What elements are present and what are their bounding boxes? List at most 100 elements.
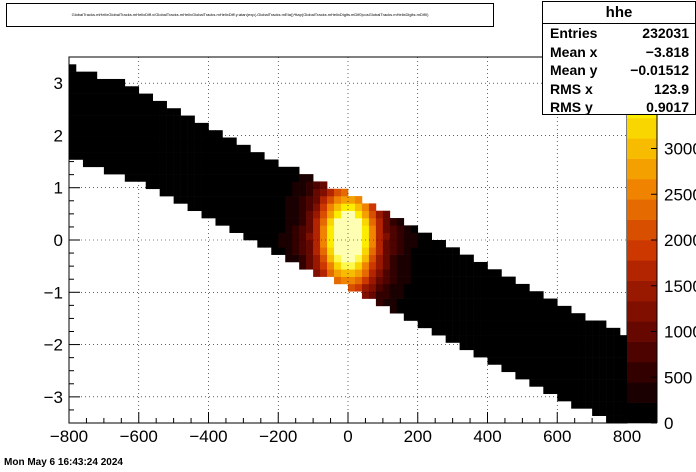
heatmap-cell (159, 137, 167, 146)
heatmap-cell (75, 108, 84, 116)
heatmap-cell (236, 218, 244, 226)
heatmap-cell (389, 254, 398, 263)
heatmap-cell (159, 122, 167, 131)
heatmap-cell (354, 240, 363, 248)
heatmap-cell (543, 342, 551, 351)
heatmap-cell (194, 130, 202, 138)
heatmap-cell (145, 115, 153, 124)
heatmap-cell (166, 122, 174, 131)
heatmap-cell (341, 240, 349, 248)
heatmap-cell (306, 254, 314, 263)
heatmap-cell (159, 115, 167, 124)
heatmap-cell (599, 320, 607, 329)
colorbar-segment (627, 301, 657, 322)
heatmap-cell (557, 371, 565, 380)
heatmap-cell (592, 386, 600, 395)
heatmap-cell (354, 276, 363, 285)
heatmap-cell (138, 159, 147, 168)
heatmap-cell (278, 218, 286, 226)
heatmap-cell (348, 203, 356, 212)
heatmap-cell (131, 100, 140, 109)
colorbar-segment (627, 341, 657, 363)
heatmap-cell (215, 130, 223, 138)
chart-title-box: GlobalTracks.mHelixGlobalTracks.mHelixDi… (6, 3, 494, 27)
heatmap-cell (159, 181, 167, 190)
heatmap-cell (557, 357, 565, 365)
heatmap-cell (431, 298, 439, 307)
heatmap-cell (452, 254, 460, 263)
heatmap-cell (250, 210, 258, 219)
heatmap-cell (375, 276, 384, 285)
heatmap-cell (187, 115, 195, 124)
heatmap-cell (417, 305, 426, 314)
heatmap-cell (222, 203, 230, 212)
heatmap-cell (613, 327, 621, 336)
x-tick-label: −400 (189, 427, 227, 446)
y-tick-label: −2 (44, 336, 63, 355)
heatmap-cell (257, 240, 265, 248)
heatmap-cell (292, 196, 300, 204)
heatmap-cell (396, 305, 405, 314)
heatmap-cell (313, 240, 321, 248)
heatmap-cell (466, 254, 474, 263)
heatmap-cell (152, 166, 160, 175)
heatmap-cell (494, 305, 502, 314)
heatmap-cell (620, 364, 628, 373)
heatmap-cell (417, 254, 426, 263)
heatmap-cell (159, 174, 167, 182)
y-tick-label: 0 (54, 231, 63, 250)
heatmap-cell (215, 144, 223, 153)
heatmap-cell (341, 188, 349, 197)
heatmap-cell (110, 122, 119, 131)
heatmap-cell (327, 188, 335, 197)
heatmap-cell (110, 108, 119, 116)
heatmap-cell (613, 401, 621, 409)
heatmap-cell (424, 247, 432, 255)
heatmap-cell (543, 371, 551, 380)
heatmap-cell (578, 357, 586, 365)
heatmap-cell (110, 159, 119, 168)
heatmap-cell (438, 313, 446, 321)
heatmap-cell (529, 305, 537, 314)
heatmap-cell (480, 276, 488, 285)
heatmap-cell (452, 320, 460, 329)
heatmap-cell (152, 115, 160, 124)
heatmap-cell (592, 349, 600, 358)
heatmap-cell (438, 269, 446, 277)
heatmap-cell (557, 386, 565, 395)
heatmap-cell (424, 283, 432, 292)
heatmap-cell (543, 320, 551, 329)
heatmap-cell (173, 181, 181, 190)
heatmap-cell (564, 386, 572, 395)
heatmap-cell (487, 320, 495, 329)
colorbar-segment (627, 382, 657, 403)
heatmap-cell (264, 166, 272, 175)
heatmap-cell (466, 291, 474, 299)
heatmap-cell (229, 152, 237, 160)
heatmap-cell (473, 276, 481, 285)
heatmap-cell (110, 130, 119, 138)
heatmap-cell (613, 364, 621, 373)
heatmap-cell (320, 181, 328, 190)
y-tick-label: −3 (44, 388, 63, 407)
stats-rmsx-value: 123.9 (653, 80, 689, 97)
heatmap-cell (292, 218, 300, 226)
colorbar-segment (627, 280, 657, 302)
heatmap-cell (606, 371, 614, 380)
heatmap-cell (578, 386, 586, 395)
heatmap-cell (417, 320, 426, 329)
stats-rmsx-label: RMS x (550, 80, 593, 97)
heatmap-cell (438, 305, 446, 314)
heatmap-cell (117, 93, 126, 102)
heatmap-cell (354, 225, 363, 233)
heatmap-cell (620, 408, 628, 416)
heatmap-cell (341, 218, 349, 226)
heatmap-cell (348, 269, 356, 277)
heatmap-cell (543, 335, 551, 343)
heatmap-cell (159, 159, 167, 168)
heatmap-cell (487, 305, 495, 314)
heatmap-cell (431, 305, 439, 314)
heatmap-cell (103, 115, 112, 124)
heatmap-cell (222, 159, 230, 168)
heatmap-cell (396, 240, 405, 248)
